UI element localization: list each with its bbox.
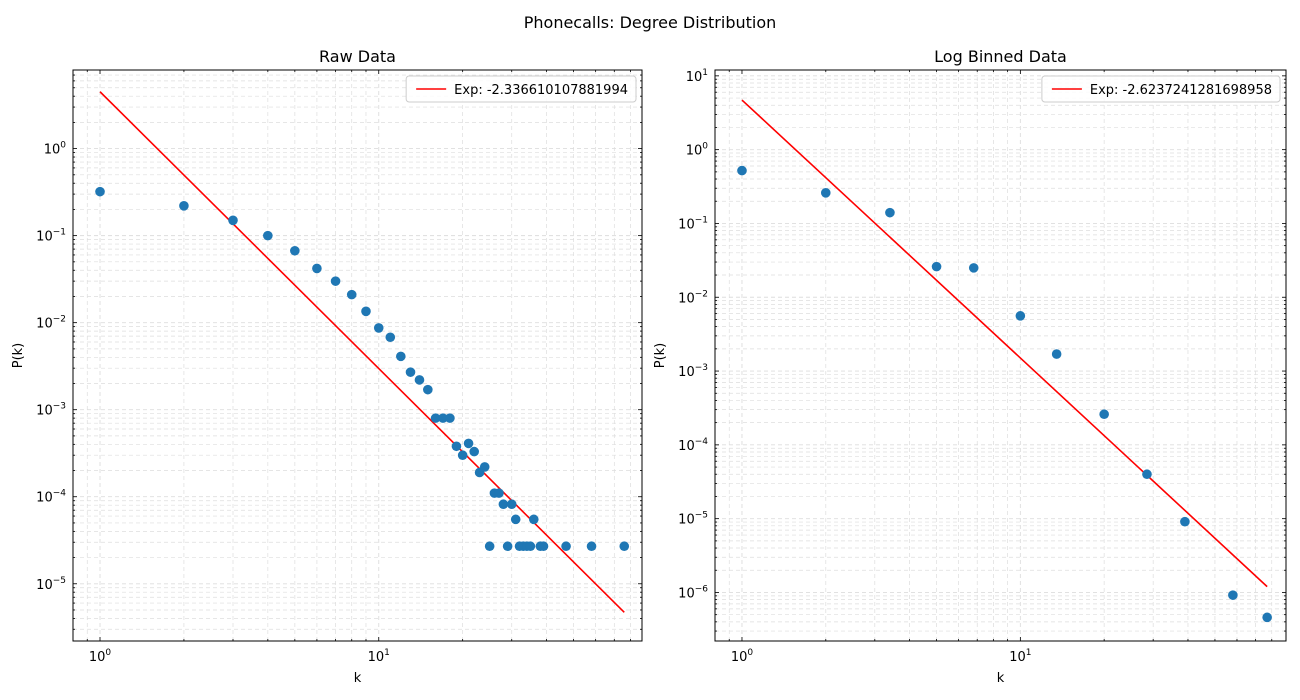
data-point xyxy=(1228,590,1238,600)
legend-box xyxy=(1041,75,1281,103)
data-point xyxy=(737,165,747,176)
data-point xyxy=(484,541,495,552)
data-point xyxy=(263,230,273,241)
data-point xyxy=(438,413,448,423)
fit-line xyxy=(741,99,1268,588)
x-tick-label: 101 xyxy=(1009,648,1031,665)
data-point xyxy=(502,541,513,552)
data-point xyxy=(457,450,468,461)
data-point xyxy=(525,541,536,552)
legend-label: Exp: -2.6237241281698958 xyxy=(1090,83,1272,98)
data-point xyxy=(820,188,831,198)
x-tick-label: 100 xyxy=(89,648,112,665)
data-point xyxy=(586,541,597,552)
data-point xyxy=(885,207,895,218)
data-point xyxy=(423,384,433,395)
grid xyxy=(714,70,1287,641)
y-tick-label: 101 xyxy=(686,68,708,85)
data-point xyxy=(1180,516,1190,527)
y-tick-label: 10−2 xyxy=(678,289,708,306)
data-point xyxy=(346,289,357,300)
data-point xyxy=(1262,612,1272,623)
data-point xyxy=(1142,469,1152,480)
y-tick-label: 10−1 xyxy=(36,228,66,245)
figure-title: Phonecalls: Degree Distribution xyxy=(524,13,777,32)
x-tick-label: 100 xyxy=(731,648,754,665)
data-point xyxy=(1099,409,1109,420)
y-tick-label: 10−5 xyxy=(36,576,66,593)
data-point xyxy=(451,441,462,452)
data-point xyxy=(361,306,371,317)
data-point xyxy=(1051,349,1062,359)
raw-data-panel: 100 101 10−5 10−4 10−3 10−2 10−1 100 Raw Data k P(… xyxy=(11,47,643,686)
data-point xyxy=(95,186,105,197)
data-point xyxy=(469,446,479,457)
y-tick-label: 100 xyxy=(44,141,67,158)
legend-box xyxy=(405,75,637,103)
data-point xyxy=(396,351,406,362)
y-tick-label: 100 xyxy=(686,142,709,159)
data-point xyxy=(494,488,504,498)
data-point xyxy=(430,413,441,423)
legend: Exp: -2.6237241281698958 xyxy=(1041,75,1281,103)
data-layer xyxy=(737,99,1272,623)
data-point xyxy=(463,438,474,449)
data-point xyxy=(405,367,416,377)
legend: Exp: -2.336610107881994 xyxy=(405,75,637,103)
data-point xyxy=(1015,311,1026,321)
grid xyxy=(72,69,642,641)
data-point xyxy=(619,541,630,552)
y-tick-label: 10−3 xyxy=(678,363,708,380)
data-point xyxy=(228,215,238,226)
data-point xyxy=(968,263,979,273)
data-layer xyxy=(95,91,630,613)
data-point xyxy=(373,323,384,333)
data-point xyxy=(529,514,539,525)
y-tick-label: 10−5 xyxy=(678,511,708,528)
fit-line xyxy=(99,91,625,613)
ticks xyxy=(72,69,642,641)
ticks xyxy=(714,70,1287,641)
log-binned-data-panel: 100 101 10−6 10−5 10−4 10−3 10−2 10−1 100 101 Log … xyxy=(653,47,1287,686)
y-tick-label: 10−4 xyxy=(36,489,66,506)
axes-frame xyxy=(72,69,643,642)
data-point xyxy=(931,261,942,272)
data-point xyxy=(385,332,396,343)
data-point xyxy=(312,263,322,274)
y-axis-label: P(k) xyxy=(11,343,26,369)
x-tick-label: 101 xyxy=(368,648,390,665)
data-point xyxy=(538,541,549,552)
data-point xyxy=(510,514,521,525)
data-point xyxy=(498,499,509,510)
x-axis-label: k xyxy=(354,671,362,686)
y-tick-label: 10−6 xyxy=(678,584,708,601)
x-axis-label: k xyxy=(997,671,1005,686)
axes-frame xyxy=(714,69,1287,642)
y-tick-label: 10−1 xyxy=(678,215,708,232)
data-point xyxy=(330,276,341,286)
legend-label: Exp: -2.336610107881994 xyxy=(454,83,628,98)
data-point xyxy=(561,541,571,552)
y-tick-label: 10−4 xyxy=(678,437,708,454)
y-tick-label: 10−2 xyxy=(36,315,66,332)
data-point xyxy=(290,245,300,256)
data-point xyxy=(506,499,517,510)
plot-title: Raw Data xyxy=(319,47,396,66)
y-tick-label: 10−3 xyxy=(36,402,66,419)
plot-title: Log Binned Data xyxy=(934,47,1067,66)
data-point xyxy=(479,462,490,472)
data-point xyxy=(445,413,455,423)
y-axis-label: P(k) xyxy=(653,343,668,369)
data-point xyxy=(414,375,425,385)
data-point xyxy=(179,201,189,211)
